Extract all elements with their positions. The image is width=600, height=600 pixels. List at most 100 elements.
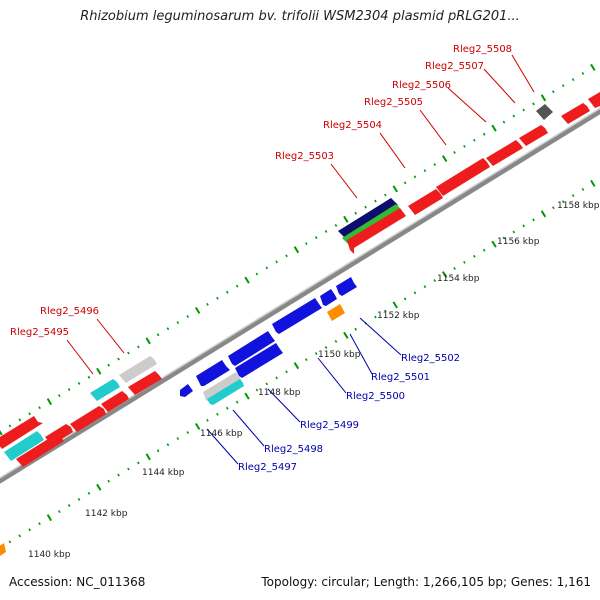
gene-red[interactable] [519, 125, 548, 146]
minor-tick [334, 339, 338, 343]
gene-red[interactable] [45, 424, 73, 445]
gene-blue[interactable] [272, 298, 322, 334]
minor-tick [334, 223, 338, 227]
gene-label-5500[interactable]: Rleg2_5500 [346, 391, 405, 402]
kbp-label: 1150 kbp [318, 350, 361, 360]
connector-5508 [511, 54, 535, 93]
gene-blue[interactable] [228, 331, 275, 366]
minor-tick [67, 503, 71, 507]
reverse-gene-labels: Rleg2_5497 Rleg2_5498 Rleg2_5499 Rleg2_5… [238, 353, 460, 473]
minor-tick [225, 290, 229, 294]
minor-tick [8, 540, 12, 544]
minor-tick [384, 309, 387, 313]
gene-cyan[interactable] [207, 379, 244, 405]
gene-label-5499[interactable]: Rleg2_5499 [300, 420, 359, 431]
major-tick [590, 63, 596, 71]
minor-tick [8, 424, 12, 428]
minor-tick [433, 163, 437, 167]
gene-cyan[interactable] [4, 431, 44, 461]
minor-tick [117, 473, 120, 477]
accession-text: Accession: NC_011368 [9, 575, 146, 589]
gene-label-5506[interactable]: Rleg2_5506 [392, 80, 451, 91]
connector-5507 [483, 68, 516, 104]
gene-red[interactable] [0, 416, 43, 449]
minor-tick [453, 150, 456, 154]
major-tick [194, 422, 201, 430]
major-tick [96, 483, 102, 491]
major-tick [145, 453, 151, 461]
minor-tick [571, 78, 575, 81]
minor-tick [28, 412, 31, 416]
map-title: Rhizobium leguminosarum bv. trifolii WSM… [80, 9, 520, 24]
gene-label-5507[interactable]: Rleg2_5507 [425, 61, 484, 72]
gene-red[interactable] [128, 371, 162, 395]
gene-orange[interactable] [0, 543, 6, 556]
connector-5505 [419, 109, 447, 146]
gene-blue[interactable] [320, 289, 337, 306]
outer-tick-track [0, 63, 596, 436]
gene-label-5495[interactable]: Rleg2_5495 [10, 327, 69, 338]
minor-tick [176, 437, 180, 441]
gene-cyan[interactable] [90, 379, 120, 401]
gene-red[interactable] [347, 208, 406, 254]
minor-tick [235, 400, 239, 404]
connector-5504 [379, 132, 406, 169]
major-tick [244, 276, 250, 284]
minor-tick [58, 394, 61, 397]
minor-tick [285, 370, 288, 374]
gene-grey[interactable] [119, 356, 157, 383]
minor-tick [206, 418, 209, 422]
minor-tick [166, 327, 170, 331]
kbp-label: 1140 kbp [28, 550, 71, 560]
minor-tick [18, 418, 22, 422]
minor-tick [225, 406, 229, 410]
gene-label-5503[interactable]: Rleg2_5503 [275, 151, 334, 162]
gene-red[interactable] [70, 406, 106, 432]
minor-tick [265, 382, 269, 386]
gene-red[interactable] [486, 140, 523, 166]
gene-red[interactable] [408, 189, 443, 215]
minor-tick [216, 296, 219, 300]
gene-orange[interactable] [327, 304, 345, 321]
minor-tick [413, 291, 417, 295]
minor-tick [265, 266, 269, 270]
minor-tick [67, 387, 71, 391]
minor-tick [552, 90, 555, 94]
gene-grey[interactable] [203, 372, 242, 402]
gene-blue[interactable] [336, 277, 357, 296]
connector-5499 [267, 388, 301, 423]
minor-tick [473, 138, 476, 142]
major-tick [491, 124, 497, 132]
minor-tick [58, 510, 61, 513]
major-tick [194, 306, 201, 314]
gene-blue[interactable] [235, 343, 283, 378]
kbp-labels: 1140 kbp 1142 kbp 1144 kbp 1146 kbp 1148… [28, 201, 600, 560]
connector-5498 [232, 409, 265, 447]
gene-label-5508[interactable]: Rleg2_5508 [453, 44, 512, 55]
major-tick [343, 331, 349, 339]
gene-label-5501[interactable]: Rleg2_5501 [371, 372, 430, 383]
gene-blue[interactable] [180, 384, 193, 397]
gene-red[interactable] [588, 92, 600, 108]
gene-label-5497[interactable]: Rleg2_5497 [238, 462, 297, 473]
minor-tick [512, 114, 516, 118]
gene-label-5498[interactable]: Rleg2_5498 [264, 444, 323, 455]
kbp-label: 1158 kbp [557, 201, 600, 211]
minor-tick [581, 187, 585, 191]
gene-blue[interactable] [196, 360, 230, 386]
gene-red[interactable] [561, 103, 590, 124]
minor-tick [156, 333, 160, 337]
gene-label-5502[interactable]: Rleg2_5502 [401, 353, 460, 364]
gene-label-5504[interactable]: Rleg2_5504 [323, 120, 382, 131]
major-tick [392, 301, 398, 309]
major-tick [441, 271, 448, 279]
minor-tick [502, 120, 506, 124]
gene-red[interactable] [101, 391, 129, 412]
minor-tick [482, 132, 486, 136]
gene-red[interactable] [436, 158, 490, 196]
gene-dark-grey[interactable] [536, 104, 553, 120]
gene-label-5496[interactable]: Rleg2_5496 [40, 306, 99, 317]
minor-tick [473, 254, 476, 258]
gene-label-5505[interactable]: Rleg2_5505 [364, 97, 423, 108]
gene-navy[interactable] [338, 198, 398, 238]
